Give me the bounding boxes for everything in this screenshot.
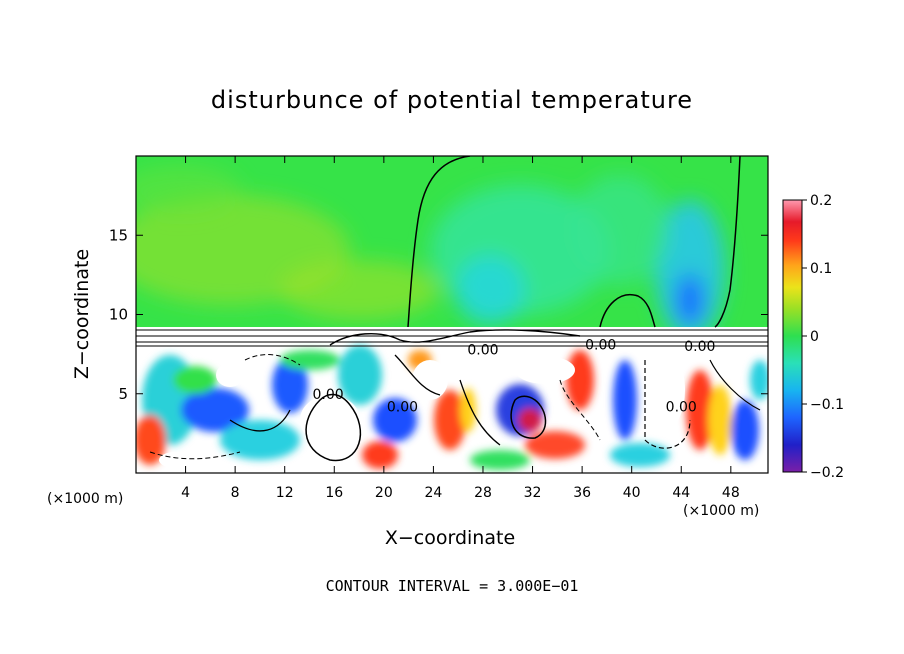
colorbar xyxy=(782,199,803,473)
x-axis-label: X−coordinate xyxy=(384,527,516,549)
colorbar-tick-label: −0.2 xyxy=(810,465,844,481)
contour-label: 0.00 xyxy=(387,399,418,415)
y-tick-label: 10 xyxy=(109,306,128,324)
x-tick-label: 48 xyxy=(722,485,740,501)
y-axis: 5 10 15 xyxy=(109,226,768,403)
x-tick-label: 20 xyxy=(375,485,393,501)
colorbar-tick-label: 0 xyxy=(810,329,819,345)
y-axis-unit: (×1000 m) xyxy=(47,491,124,507)
x-tick-label: 28 xyxy=(474,485,492,501)
contour-label: 0.00 xyxy=(684,339,715,355)
y-tick-label: 15 xyxy=(109,226,128,244)
contour-labels: 0.00 0.00 0.00 0.00 0.00 0.00 xyxy=(312,338,715,416)
x-axis-unit: (×1000 m) xyxy=(683,503,760,519)
x-tick-label: 32 xyxy=(524,485,542,501)
colorbar-tick-label: 0.2 xyxy=(810,193,832,209)
x-axis: 4 8 12 16 20 24 28 32 36 40 44 48 xyxy=(181,156,740,501)
contour-label: 0.00 xyxy=(666,399,697,415)
y-axis-label: Z−coordinate xyxy=(71,248,93,380)
y-tick-label: 5 xyxy=(118,385,128,403)
x-tick-label: 16 xyxy=(325,485,343,501)
contour-label: 0.00 xyxy=(312,387,343,403)
contour-interval-note: CONTOUR INTERVAL = 3.000E−01 xyxy=(325,577,579,595)
x-tick-label: 24 xyxy=(424,485,442,501)
colorbar-tick-label: 0.1 xyxy=(810,261,832,277)
x-tick-label: 8 xyxy=(231,485,240,501)
x-tick-label: 12 xyxy=(276,485,294,501)
colorbar-ticks: 0.2 0.1 0 −0.1 −0.2 xyxy=(802,193,844,481)
x-tick-label: 36 xyxy=(573,485,591,501)
x-tick-label: 40 xyxy=(623,485,641,501)
chart-title: disturbunce of potential temperature xyxy=(210,86,694,114)
x-tick-label: 4 xyxy=(181,485,190,501)
colorbar-tick-label: −0.1 xyxy=(810,397,844,413)
contour-lines xyxy=(136,156,768,462)
contour-label: 0.00 xyxy=(467,342,498,358)
contour-label: 0.00 xyxy=(585,338,616,354)
x-tick-label: 44 xyxy=(672,485,690,501)
heatmap-field xyxy=(136,156,768,473)
